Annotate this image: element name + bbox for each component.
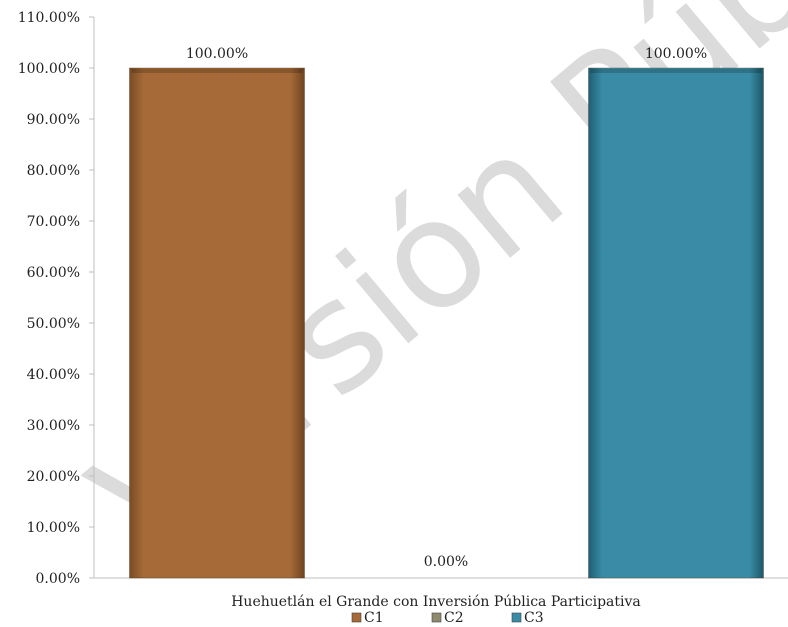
y-tick-label: 60.00% bbox=[27, 265, 80, 281]
legend-item-c3: C3 bbox=[511, 610, 544, 626]
legend-swatch-c2 bbox=[431, 612, 442, 623]
legend-item-c1: C1 bbox=[351, 610, 384, 626]
data-label-c3: 100.00% bbox=[645, 46, 707, 62]
y-tick-label: 110.00% bbox=[18, 10, 80, 26]
bar-c3 bbox=[588, 67, 764, 579]
category-label: Huehuetlán el Grande con Inversión Públi… bbox=[231, 594, 641, 610]
y-tick-label: 100.00% bbox=[18, 61, 80, 77]
y-tick-label: 90.00% bbox=[27, 112, 80, 128]
y-tick-label: 80.00% bbox=[27, 163, 80, 179]
data-label-c2: 0.00% bbox=[424, 554, 468, 570]
legend-swatch-c3 bbox=[511, 612, 522, 623]
legend-label-c1: C1 bbox=[364, 610, 384, 626]
legend-item-c2: C2 bbox=[431, 610, 464, 626]
data-label-c1: 100.00% bbox=[186, 46, 248, 62]
legend-label-c2: C2 bbox=[444, 610, 464, 626]
bar-bevel-c1 bbox=[131, 69, 303, 73]
y-tick-label: 0.00% bbox=[36, 571, 80, 587]
y-tick-label: 70.00% bbox=[27, 214, 80, 230]
y-tick-label: 50.00% bbox=[27, 316, 80, 332]
y-tick-label: 30.00% bbox=[27, 418, 80, 434]
y-tick-label: 10.00% bbox=[27, 520, 80, 536]
y-tick-label: 20.00% bbox=[27, 469, 80, 485]
legend-swatch-c1 bbox=[351, 612, 362, 623]
y-tick-label: 40.00% bbox=[27, 367, 80, 383]
bar-bevel-c3 bbox=[590, 69, 762, 73]
legend-label-c3: C3 bbox=[524, 610, 544, 626]
bar-c1 bbox=[129, 67, 305, 579]
